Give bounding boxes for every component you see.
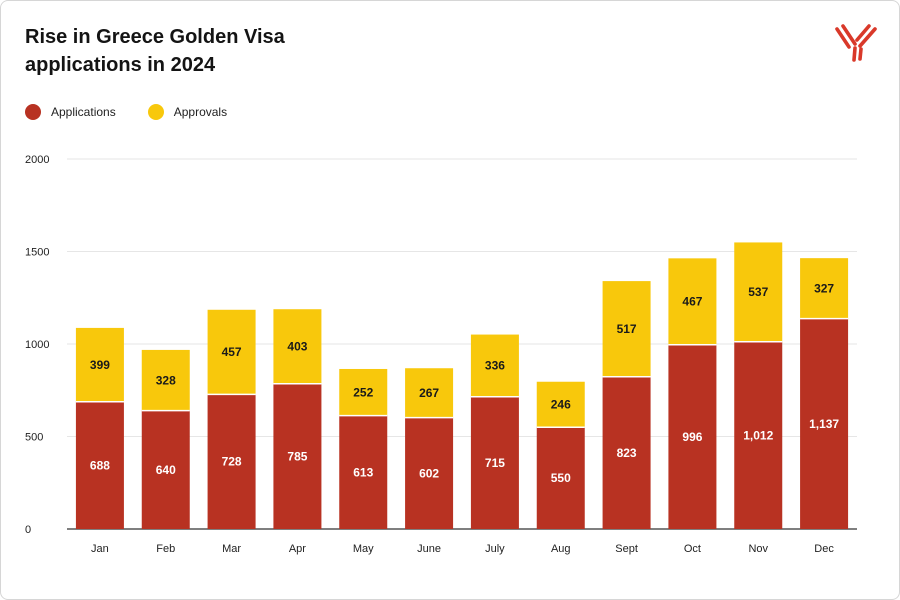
data-label-approvals: 467 [682, 295, 702, 309]
bar-approvals [602, 281, 651, 377]
data-label-approvals: 537 [748, 285, 768, 299]
data-label-approvals: 327 [814, 281, 834, 295]
bar-approvals [75, 327, 124, 402]
bar-approvals [470, 334, 519, 397]
x-tick-label: Feb [156, 543, 175, 555]
bar-approvals [141, 349, 190, 411]
x-tick-label: Jan [91, 543, 109, 555]
bar-applications [470, 396, 519, 529]
bar-approvals [339, 368, 388, 416]
x-tick-label: July [485, 543, 505, 555]
data-label-applications: 1,137 [809, 417, 839, 431]
data-label-applications: 823 [617, 446, 637, 460]
x-tick-label: Mar [222, 543, 241, 555]
bar-applications [75, 401, 124, 529]
legend-label-approvals: Approvals [173, 105, 228, 119]
legend-swatch-approvals [147, 104, 164, 120]
data-label-applications: 613 [353, 465, 373, 479]
legend-item-approvals: Approvals [147, 104, 228, 120]
brand-logo-icon [835, 24, 877, 62]
x-tick-label: Aug [551, 543, 571, 555]
legend-swatch-applications [25, 104, 41, 120]
data-label-applications: 728 [222, 455, 242, 469]
chart-title: Rise in Greece Golden Visa applications … [25, 23, 385, 79]
data-label-approvals: 399 [90, 358, 110, 372]
bar-approvals [207, 309, 256, 395]
y-tick-label: 2000 [25, 154, 49, 166]
x-tick-label: Oct [684, 543, 701, 555]
x-tick-label: Dec [814, 543, 834, 555]
data-label-approvals: 336 [485, 359, 505, 373]
y-tick-label: 500 [25, 432, 43, 444]
chart-title-line-1: Rise in Greece Golden Visa [25, 26, 285, 48]
bar-applications [273, 383, 322, 529]
bar-applications [734, 341, 783, 529]
bar-approvals [273, 309, 322, 384]
legend-item-applications: Applications [25, 104, 116, 120]
bar-applications [602, 376, 651, 529]
bar-approvals [405, 368, 454, 418]
x-tick-label: Sept [615, 543, 638, 555]
y-tick-label: 1000 [25, 339, 49, 351]
x-tick-label: Nov [748, 543, 768, 555]
data-label-approvals: 328 [156, 373, 176, 387]
data-label-applications: 715 [485, 456, 505, 470]
bar-approvals [668, 258, 717, 345]
data-label-approvals: 252 [353, 385, 373, 399]
x-tick-label: June [417, 543, 441, 555]
x-tick-label: Apr [289, 543, 306, 555]
data-label-approvals: 267 [419, 386, 439, 400]
bar-applications [800, 318, 849, 529]
bar-approvals [734, 242, 783, 342]
data-label-applications: 688 [90, 458, 110, 472]
bar-approvals [800, 258, 849, 319]
data-label-approvals: 457 [222, 345, 242, 359]
data-label-applications: 785 [287, 449, 307, 463]
y-tick-label: 0 [25, 524, 31, 536]
data-label-approvals: 403 [287, 339, 307, 353]
data-label-approvals: 517 [617, 322, 637, 336]
x-tick-label: May [353, 543, 374, 555]
chart-title-line-2: applications in 2024 [25, 54, 216, 76]
data-label-applications: 996 [682, 430, 702, 444]
y-tick-label: 1500 [25, 247, 49, 259]
data-label-applications: 640 [156, 463, 176, 477]
data-label-applications: 550 [551, 471, 571, 485]
data-label-applications: 1,012 [743, 428, 773, 442]
bar-applications [405, 417, 454, 529]
legend: Applications Approvals [25, 104, 259, 120]
bar-approvals [536, 381, 585, 428]
data-label-approvals: 246 [551, 397, 571, 411]
bar-applications [668, 344, 717, 529]
data-label-applications: 602 [419, 466, 439, 480]
bar-applications [536, 427, 585, 529]
bar-applications [207, 394, 256, 529]
legend-label-applications: Applications [51, 105, 116, 119]
bar-applications [339, 415, 388, 529]
bar-applications [141, 410, 190, 529]
